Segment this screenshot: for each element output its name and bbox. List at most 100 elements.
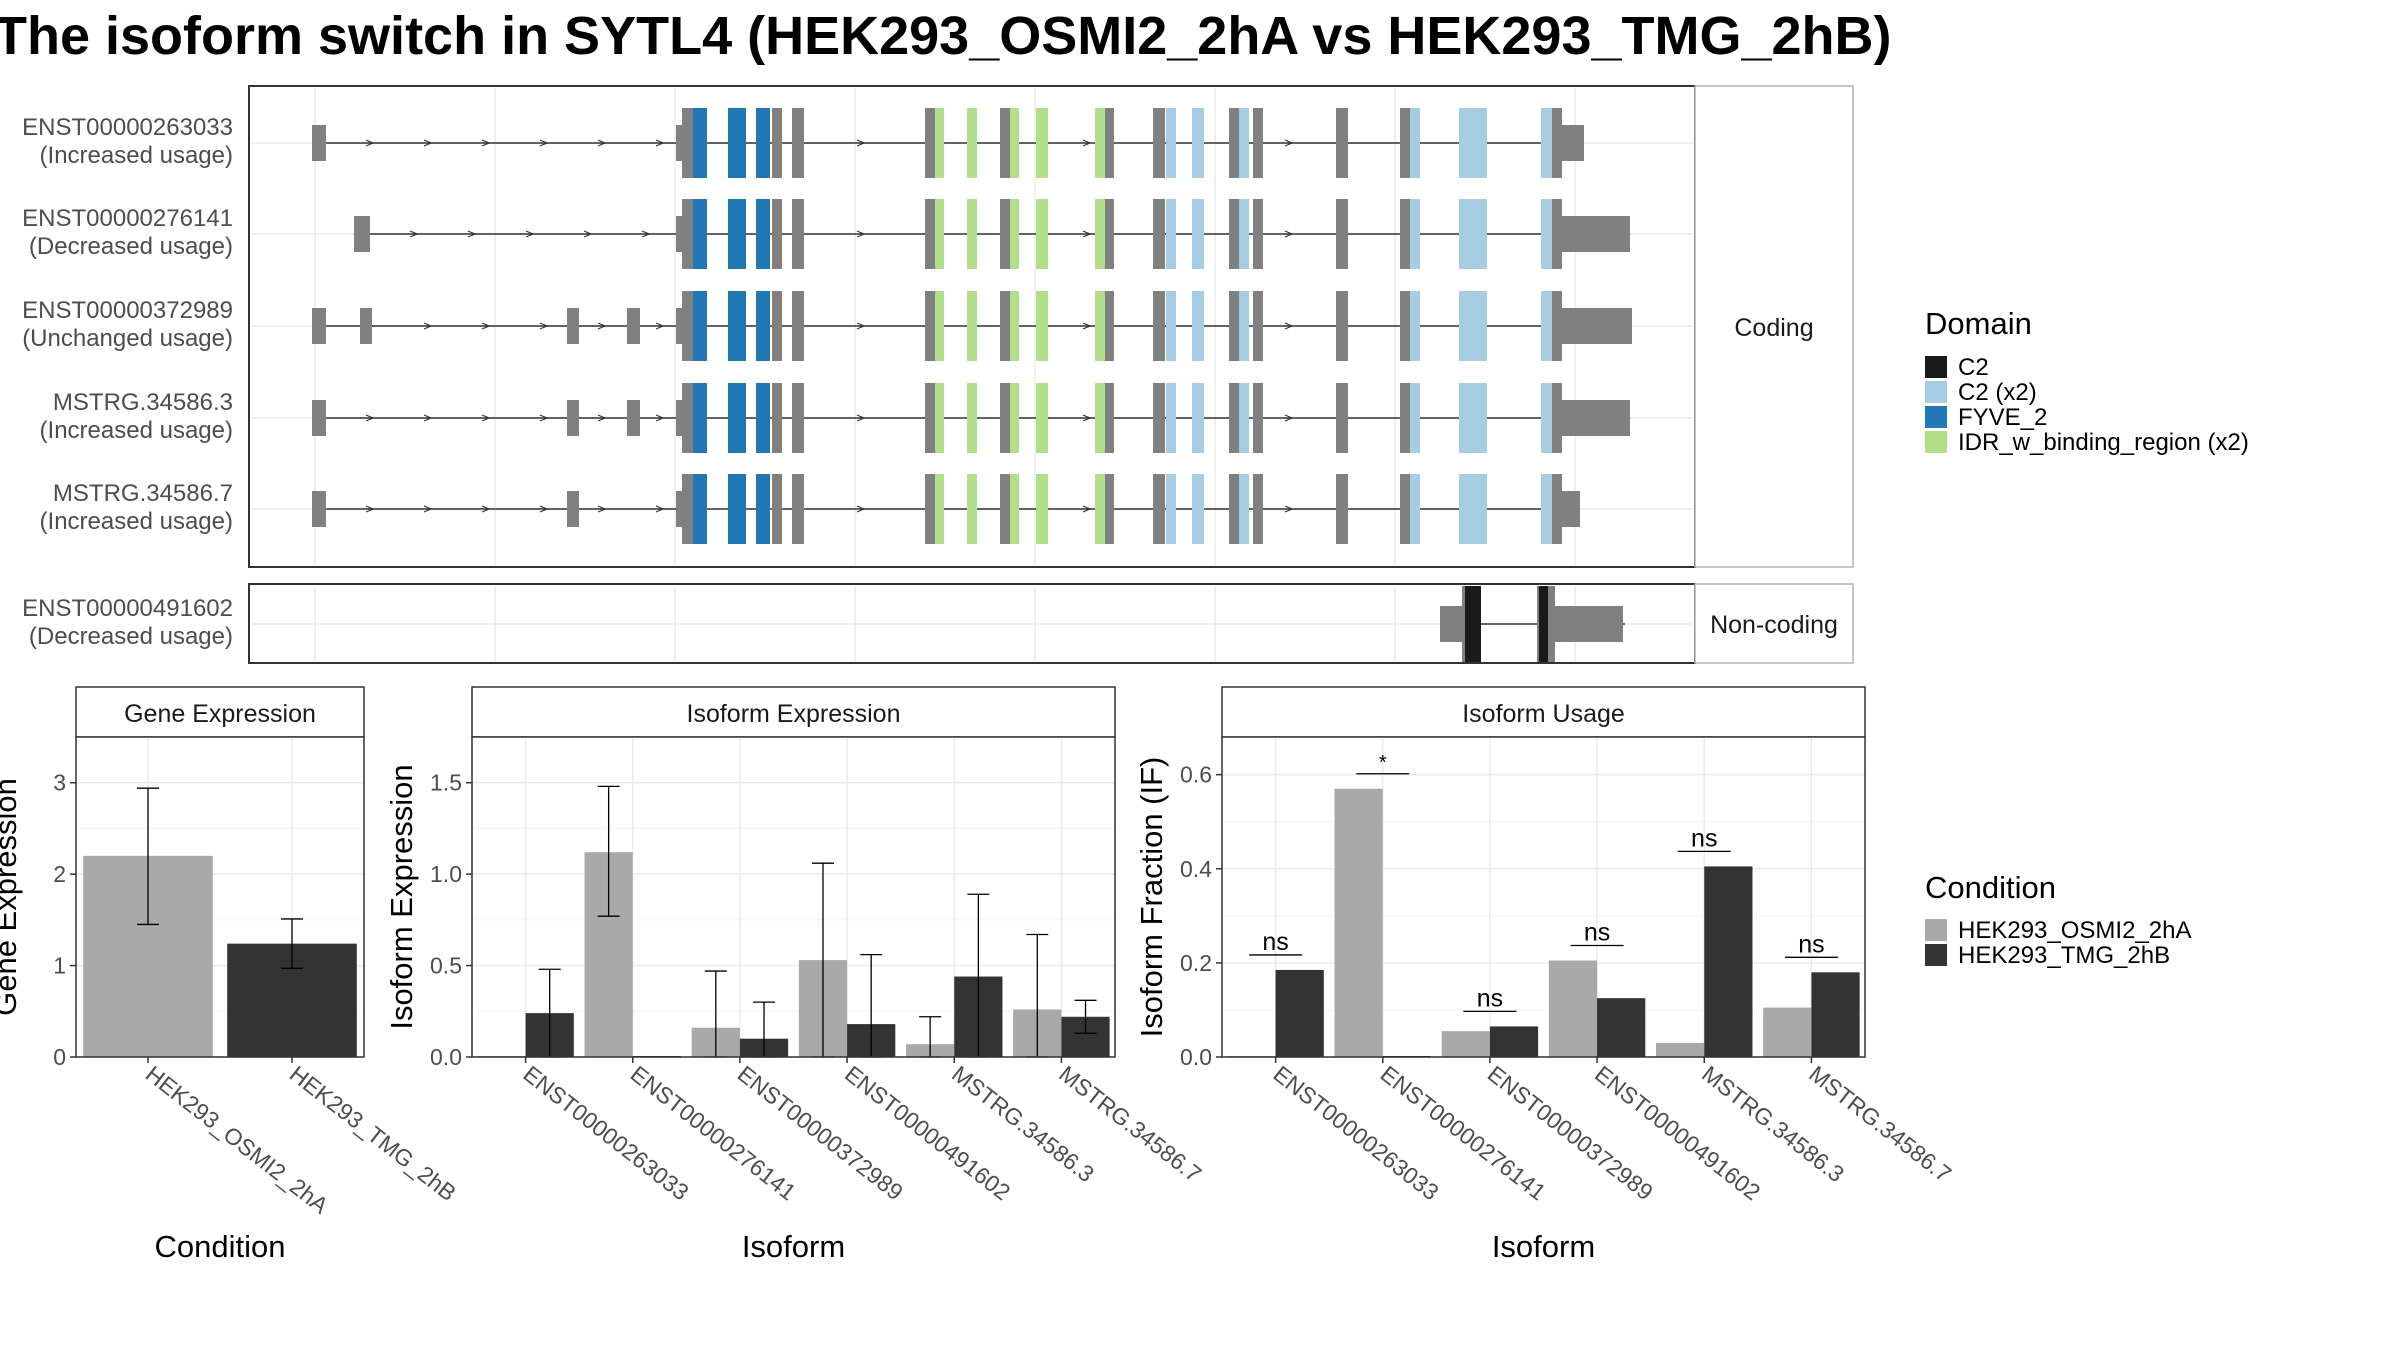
coding-exon <box>1010 108 1019 178</box>
noncoding-strip-label: Non-coding <box>1710 611 1838 639</box>
coding-exon <box>1400 108 1412 178</box>
direction-arrow <box>365 139 375 147</box>
y-tick-label: 3 <box>53 770 66 796</box>
coding-exon <box>925 383 935 453</box>
coding-exon <box>693 291 707 361</box>
coding-exon <box>1153 474 1165 544</box>
coding-exon <box>935 199 944 269</box>
coding-exon <box>1459 474 1487 544</box>
panel-background <box>472 737 1115 1057</box>
utr-exon <box>567 491 579 527</box>
utr-exon <box>312 491 326 527</box>
coding-exon <box>967 108 977 178</box>
coding-exon <box>1410 383 1420 453</box>
coding-exon <box>1036 108 1048 178</box>
coding-strip-label: Coding <box>1734 314 1813 342</box>
coding-exon <box>1229 291 1239 361</box>
y-tick-label: 1 <box>53 953 66 979</box>
coding-exon <box>1192 474 1204 544</box>
panel-title: Isoform Usage <box>1462 700 1625 728</box>
direction-arrow <box>539 322 549 330</box>
coding-exon <box>1192 108 1204 178</box>
coding-exon <box>925 474 935 544</box>
coding-exon <box>728 474 746 544</box>
coding-exon <box>792 108 804 178</box>
y-tick-label: 0.4 <box>1180 856 1212 882</box>
direction-arrow <box>597 414 607 422</box>
coding-exon <box>693 474 707 544</box>
coding-exon <box>1552 199 1562 269</box>
coding-exon <box>728 383 746 453</box>
panel-border <box>471 736 1116 1058</box>
transcript-tracks <box>312 108 1632 662</box>
direction-arrow <box>1284 505 1294 513</box>
coding-exon <box>1336 474 1348 544</box>
utr-exon <box>1440 606 1466 642</box>
utr-exon <box>360 308 372 344</box>
transcript-track <box>312 474 1580 544</box>
direction-arrow <box>655 322 665 330</box>
bar <box>1704 866 1753 1057</box>
direction-arrow <box>856 139 866 147</box>
coding-exon <box>1000 291 1010 361</box>
y-tick-label: 0.6 <box>1180 762 1212 788</box>
direction-arrow <box>481 505 491 513</box>
coding-exon <box>756 108 770 178</box>
condition-legend-label: HEK293_TMG_2hB <box>1958 942 2170 969</box>
coding-exon <box>1036 291 1048 361</box>
coding-exon <box>1336 199 1348 269</box>
utr-exon <box>1562 308 1632 344</box>
direction-arrow <box>481 414 491 422</box>
bar <box>1597 998 1646 1057</box>
coding-exon <box>1410 291 1420 361</box>
coding-exon <box>728 291 746 361</box>
utr-exon <box>312 400 326 436</box>
transcript-id-label: ENST00000263033 <box>22 114 233 141</box>
coding-exon <box>1229 108 1239 178</box>
coding-exon <box>1036 199 1048 269</box>
domain-c2 <box>1539 586 1548 662</box>
coding-exon <box>682 383 694 453</box>
direction-arrow <box>583 230 593 238</box>
coding-exon <box>935 291 944 361</box>
transcript-status-label: (Increased usage) <box>40 508 233 535</box>
domain-legend-swatch <box>1925 356 1947 378</box>
coding-exon <box>682 199 694 269</box>
coding-exon <box>1541 383 1553 453</box>
coding-exon <box>693 108 707 178</box>
coding-exon <box>1166 383 1176 453</box>
direction-arrow <box>655 139 665 147</box>
gene-expression-chart: Gene Expression0123HEK293_OSMI2_2hAHEK29… <box>0 686 461 1264</box>
utr-exon <box>567 400 579 436</box>
coding-exon <box>1166 291 1176 361</box>
direction-arrow <box>1082 322 1092 330</box>
coding-exon <box>1400 474 1412 544</box>
coding-exon <box>1000 383 1010 453</box>
coding-exon <box>756 199 770 269</box>
domain-legend-label: FYVE_2 <box>1958 404 2047 431</box>
direction-arrow <box>856 230 866 238</box>
coding-exon <box>1229 199 1239 269</box>
panel-title: Gene Expression <box>124 700 316 728</box>
transcript-id-label: ENST00000372989 <box>22 297 233 324</box>
coding-exon <box>1153 108 1165 178</box>
coding-exon <box>1095 199 1105 269</box>
condition-legend-title: Condition <box>1925 870 2056 905</box>
direction-arrow <box>1284 139 1294 147</box>
transcript-status-label: (Decreased usage) <box>29 623 233 650</box>
coding-exon <box>1239 474 1249 544</box>
direction-arrow <box>481 139 491 147</box>
coding-exon <box>1541 474 1553 544</box>
direction-arrow <box>539 139 549 147</box>
domain-c2 <box>1465 586 1481 662</box>
coding-exon <box>1253 108 1263 178</box>
coding-exon <box>682 108 694 178</box>
direction-arrow <box>467 230 477 238</box>
direction-arrow <box>597 505 607 513</box>
panel-background <box>1222 737 1865 1057</box>
coding-exon <box>1253 383 1263 453</box>
domain-legend-label: IDR_w_binding_region (x2) <box>1958 429 2249 456</box>
coding-exon <box>1153 291 1165 361</box>
coding-exon <box>1166 199 1176 269</box>
